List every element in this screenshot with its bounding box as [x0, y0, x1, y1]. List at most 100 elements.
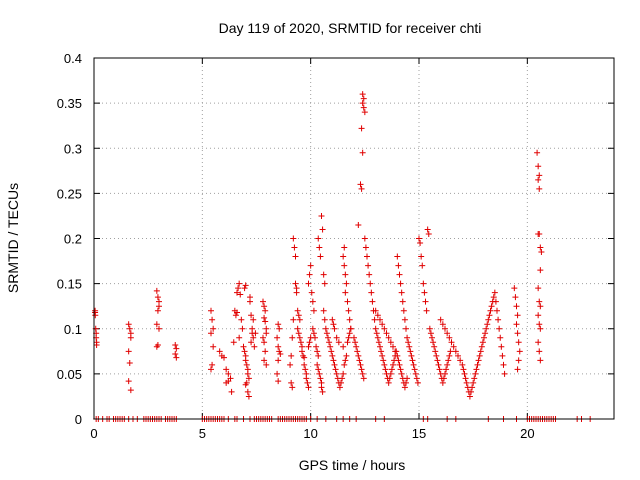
data-point [379, 352, 386, 359]
data-point [357, 361, 364, 368]
data-point [310, 330, 317, 337]
data-point [359, 370, 366, 377]
x-tick-label: 15 [412, 426, 426, 441]
data-point [343, 352, 350, 359]
data-point [301, 354, 308, 361]
data-point [500, 361, 507, 368]
data-point [381, 325, 388, 332]
data-point [238, 316, 245, 323]
data-point [536, 230, 543, 237]
data-point [397, 366, 404, 373]
data-point [470, 379, 477, 386]
data-point [414, 379, 421, 386]
data-point [360, 104, 367, 111]
data-point [322, 325, 329, 332]
data-point [395, 357, 402, 364]
data-point [462, 375, 469, 382]
data-point [432, 348, 439, 355]
plot-frame [93, 57, 615, 420]
data-point [263, 361, 270, 368]
data-point [358, 366, 365, 373]
data-point [490, 294, 497, 301]
data-point [241, 285, 248, 292]
data-point [331, 325, 338, 332]
data-point [380, 357, 387, 364]
data-point [401, 384, 408, 391]
data-point [340, 343, 347, 350]
data-point [248, 312, 255, 319]
data-point [496, 325, 503, 332]
data-point [260, 298, 266, 305]
data-point [156, 325, 162, 332]
data-point [477, 348, 484, 355]
data-point [362, 244, 369, 251]
data-point [407, 348, 414, 355]
data-point [475, 357, 482, 364]
data-point [247, 298, 253, 305]
data-point [274, 334, 281, 341]
y-tick-label: 0.25 [57, 186, 82, 201]
data-point [406, 343, 413, 350]
data-points [92, 91, 594, 422]
data-point [292, 253, 299, 260]
data-point [473, 366, 480, 373]
data-point [288, 352, 295, 359]
data-point [354, 348, 361, 355]
data-point [472, 370, 479, 377]
data-point [372, 307, 379, 314]
data-point [346, 330, 353, 337]
data-point [433, 352, 440, 359]
data-point [418, 253, 425, 260]
data-point [514, 330, 521, 337]
data-point [461, 370, 468, 377]
data-point [340, 370, 347, 377]
data-point [315, 235, 322, 242]
data-point [421, 289, 428, 296]
data-point [290, 235, 297, 242]
data-point [369, 298, 376, 305]
data-point [228, 388, 235, 395]
data-point [537, 303, 544, 310]
data-point [444, 361, 451, 368]
data-point [450, 343, 457, 350]
chart-title: Day 119 of 2020, SRMTID for receiver cht… [219, 20, 482, 36]
data-point [153, 343, 160, 350]
grid-lines [94, 58, 614, 419]
data-point [336, 384, 343, 391]
data-point [245, 393, 252, 400]
data-point [373, 330, 380, 337]
data-point [387, 339, 394, 346]
data-point [444, 330, 451, 337]
data-point [396, 271, 403, 278]
data-point [445, 357, 452, 364]
data-point [439, 321, 446, 328]
data-point [333, 334, 340, 341]
data-point [394, 253, 401, 260]
data-point [431, 343, 438, 350]
data-point [242, 282, 249, 289]
data-point [332, 366, 339, 373]
data-point [323, 330, 330, 337]
data-point [355, 352, 362, 359]
data-point [374, 334, 381, 341]
data-point [306, 271, 313, 278]
data-point [316, 370, 323, 377]
data-point [427, 330, 434, 337]
y-tick-label: 0.05 [57, 367, 82, 382]
data-point [342, 271, 349, 278]
data-point [468, 388, 474, 395]
data-point [93, 341, 100, 348]
y-tick-label: 0.4 [64, 51, 82, 66]
data-point [511, 285, 518, 292]
data-point [339, 375, 346, 382]
data-point [307, 262, 314, 269]
data-point [357, 181, 364, 188]
data-point [516, 348, 523, 355]
data-point [405, 339, 412, 346]
data-point [341, 244, 348, 251]
data-point [341, 262, 348, 269]
data-point [329, 316, 336, 323]
data-point [359, 149, 366, 156]
data-point [302, 366, 309, 373]
